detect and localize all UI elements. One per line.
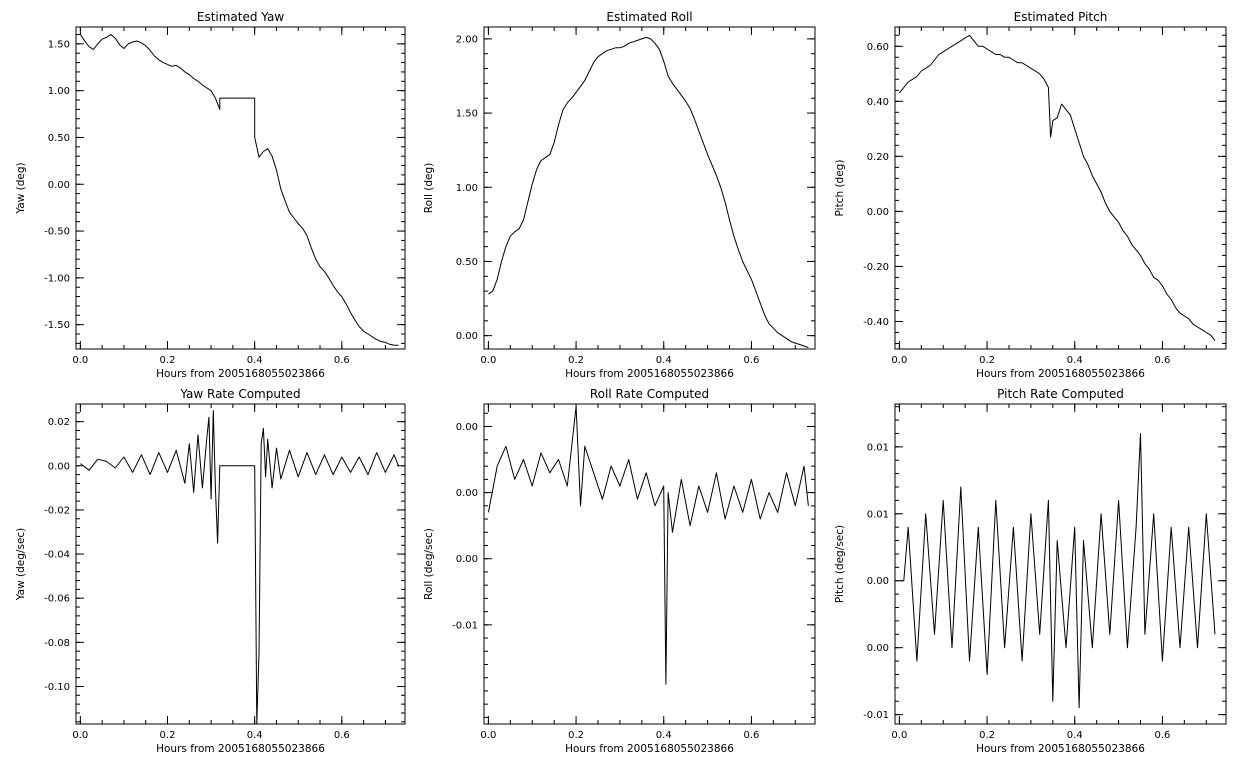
series-line-pitch <box>899 34 1216 342</box>
y-tick-label: 0.02 <box>48 417 70 428</box>
series-line-pitch-rate <box>899 433 1216 709</box>
plot-frame <box>75 26 406 350</box>
y-tick-label: 0.00 <box>456 488 478 499</box>
y-tick-label: 0.50 <box>48 133 70 144</box>
chart-pitch-rate: Pitch Rate Computed Hours from 2005168055… <box>834 387 1227 755</box>
x-tick-label: 0.2 <box>568 730 584 741</box>
y-axis-label: Roll (deg/sec) <box>423 528 435 600</box>
x-tick-label: 0.4 <box>247 355 263 366</box>
y-axis-label: Pitch (deg) <box>834 160 846 217</box>
x-tick-label: 0.6 <box>1154 355 1170 366</box>
y-tick-label: 0.00 <box>867 207 889 218</box>
chart-roll-rate: Roll Rate Computed Hours from 20051680550… <box>423 387 816 755</box>
x-tick-label: 0.2 <box>979 355 995 366</box>
y-tick-label: 0.50 <box>456 257 478 268</box>
x-tick-label: 0.6 <box>334 730 350 741</box>
y-tick-label: 1.50 <box>48 39 70 50</box>
y-tick-label: -0.20 <box>863 262 889 273</box>
y-tick-label: -0.01 <box>863 710 889 721</box>
y-tick-label: 0.00 <box>867 643 889 654</box>
x-axis-label: Hours from 2005168055023866 <box>565 743 734 755</box>
y-tick-label: -0.50 <box>44 227 70 238</box>
series-line-yaw <box>79 34 399 346</box>
x-axis-label: Hours from 2005168055023866 <box>976 743 1145 755</box>
x-tick-label: 0.4 <box>656 355 672 366</box>
y-tick-label: 1.00 <box>48 86 70 97</box>
y-tick-label: 0.00 <box>456 422 478 433</box>
y-tick-label: -0.06 <box>44 594 70 605</box>
y-tick-label: -1.50 <box>44 320 70 331</box>
x-tick-label: 0.2 <box>160 730 176 741</box>
x-tick-label: 0.6 <box>334 355 350 366</box>
y-tick-label: 0.00 <box>48 461 70 472</box>
x-tick-label: 0.6 <box>1154 730 1170 741</box>
y-tick-label: 0.01 <box>867 509 889 520</box>
y-tick-label: -0.08 <box>44 638 70 649</box>
series-line-roll-rate <box>487 406 809 685</box>
y-tick-label: 0.40 <box>867 97 889 108</box>
y-tick-label: 0.20 <box>867 152 889 163</box>
y-tick-label: 0.01 <box>867 442 889 453</box>
x-tick-label: 0.4 <box>247 730 263 741</box>
plot-frame <box>75 403 406 725</box>
x-axis-label: Hours from 2005168055023866 <box>565 368 734 380</box>
y-tick-label: 1.00 <box>456 183 478 194</box>
chart-title: Estimated Pitch <box>1014 10 1108 24</box>
series-line-roll <box>488 36 809 348</box>
series-line-yaw-rate <box>80 410 399 725</box>
x-axis-label: Hours from 2005168055023866 <box>156 368 325 380</box>
x-tick-label: 0.4 <box>1067 730 1083 741</box>
chart-title: Yaw Rate Computed <box>179 387 300 401</box>
chart-roll: Estimated Roll Hours from 200516805502386… <box>423 10 816 380</box>
x-tick-label: 0.0 <box>891 355 907 366</box>
x-tick-label: 0.4 <box>1067 355 1083 366</box>
chart-title: Estimated Roll <box>606 10 692 24</box>
y-tick-label: -0.01 <box>452 620 478 631</box>
x-tick-label: 0.0 <box>72 355 88 366</box>
y-axis-label: Yaw (deg/sec) <box>15 528 27 602</box>
y-tick-label: 0.00 <box>867 576 889 587</box>
x-axis-label: Hours from 2005168055023866 <box>976 368 1145 380</box>
x-tick-label: 0.2 <box>160 355 176 366</box>
x-tick-label: 0.0 <box>72 730 88 741</box>
x-tick-label: 0.4 <box>656 730 672 741</box>
y-axis-label: Roll (deg) <box>423 163 435 213</box>
chart-title: Pitch Rate Computed <box>997 387 1124 401</box>
y-tick-label: -0.04 <box>44 550 70 561</box>
chart-title: Estimated Yaw <box>197 10 284 24</box>
y-tick-label: -0.40 <box>863 317 889 328</box>
chart-pitch: Estimated Pitch Hours from 20051680550238… <box>834 10 1227 380</box>
y-tick-label: -1.00 <box>44 273 70 284</box>
chart-yaw-rate: Yaw Rate Computed Hours from 200516805502… <box>15 387 406 755</box>
plot-frame <box>483 403 816 725</box>
x-axis-label: Hours from 2005168055023866 <box>156 743 325 755</box>
y-axis-label: Yaw (deg) <box>15 162 27 214</box>
y-axis-label: Pitch (deg/sec) <box>834 525 846 603</box>
y-tick-label: -0.02 <box>44 505 70 516</box>
y-tick-label: -0.10 <box>44 682 70 693</box>
x-tick-label: 0.6 <box>743 730 759 741</box>
x-tick-label: 0.0 <box>891 730 907 741</box>
chart-title: Roll Rate Computed <box>590 387 709 401</box>
chart-yaw: Estimated Yaw Hours from 2005168055023866… <box>15 10 406 380</box>
x-tick-label: 0.2 <box>568 355 584 366</box>
y-tick-label: 2.00 <box>456 34 478 45</box>
y-tick-label: 0.00 <box>48 180 70 191</box>
x-tick-label: 0.2 <box>979 730 995 741</box>
y-tick-label: 0.60 <box>867 42 889 53</box>
plot-frame <box>894 403 1227 725</box>
y-tick-label: 1.50 <box>456 109 478 120</box>
y-tick-label: 0.00 <box>456 331 478 342</box>
x-tick-label: 0.6 <box>743 355 759 366</box>
plot-frame <box>483 26 816 350</box>
x-tick-label: 0.0 <box>480 730 496 741</box>
y-tick-label: 0.00 <box>456 554 478 565</box>
x-tick-label: 0.0 <box>480 355 496 366</box>
plot-frame <box>894 26 1227 350</box>
